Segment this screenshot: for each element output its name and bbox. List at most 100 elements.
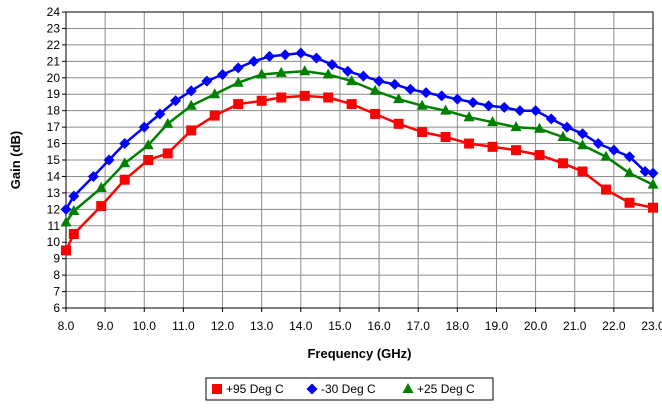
data-point-diamond bbox=[326, 59, 338, 71]
data-point-square bbox=[624, 197, 635, 208]
x-tick-label: 16.0 bbox=[367, 319, 391, 333]
legend-marker-square bbox=[212, 384, 222, 394]
data-point-diamond bbox=[119, 138, 131, 150]
data-point-diamond bbox=[577, 128, 589, 140]
y-tick-label: 7 bbox=[53, 285, 60, 299]
series-25-deg-c bbox=[60, 65, 659, 227]
data-point-diamond bbox=[404, 83, 416, 95]
data-point-triangle bbox=[416, 99, 428, 110]
data-point-square bbox=[417, 127, 428, 138]
y-tick-label: 22 bbox=[47, 38, 61, 52]
data-point-square bbox=[96, 201, 107, 212]
y-tick-label: 23 bbox=[47, 21, 61, 35]
data-point-diamond bbox=[201, 75, 213, 87]
data-point-diamond bbox=[68, 190, 80, 202]
y-tick-label: 15 bbox=[47, 153, 61, 167]
data-point-triangle bbox=[393, 93, 405, 104]
data-point-diamond bbox=[87, 170, 99, 182]
data-point-triangle bbox=[624, 167, 636, 178]
data-point-diamond bbox=[357, 70, 369, 82]
x-tick-label: 10.0 bbox=[133, 319, 157, 333]
data-point-triangle bbox=[95, 181, 107, 192]
data-point-triangle bbox=[534, 122, 546, 133]
data-point-triangle bbox=[487, 116, 499, 127]
data-point-diamond bbox=[436, 90, 448, 102]
x-tick-label: 15.0 bbox=[328, 319, 352, 333]
x-axis-ticks: 8.0 9.0 10.0 11.0 12.0 13.0 14.0 15.0 16.0 17.0 18… bbox=[58, 308, 662, 333]
x-tick-label: 13.0 bbox=[250, 319, 274, 333]
data-point-triangle bbox=[209, 88, 221, 99]
data-point-diamond bbox=[608, 144, 620, 156]
data-point-diamond bbox=[639, 166, 651, 178]
data-point-diamond bbox=[389, 78, 401, 90]
y-tick-label: 12 bbox=[47, 202, 61, 216]
data-point-diamond bbox=[514, 105, 526, 117]
data-point-square bbox=[534, 150, 545, 161]
legend-marker-triangle bbox=[402, 383, 414, 393]
y-tick-label: 6 bbox=[53, 301, 60, 315]
data-point-diamond bbox=[232, 62, 244, 74]
data-point-diamond bbox=[295, 47, 307, 59]
data-point-square bbox=[487, 141, 498, 152]
data-point-square bbox=[256, 95, 267, 106]
data-point-square bbox=[119, 174, 130, 185]
data-point-diamond bbox=[217, 68, 229, 80]
series-95-deg-c bbox=[61, 90, 658, 256]
data-point-square bbox=[209, 110, 220, 121]
data-point-triangle bbox=[162, 117, 174, 128]
data-point-triangle bbox=[299, 65, 311, 76]
data-point-triangle bbox=[440, 104, 452, 115]
data-point-triangle bbox=[647, 178, 659, 189]
y-axis-ticks: 6 7 8 9 10 11 12 13 14 15 16 17 18 19 20 21 22 23 24 bbox=[47, 5, 66, 315]
data-point-diamond bbox=[60, 203, 72, 215]
data-point-square bbox=[577, 166, 588, 177]
legend-item: -30 Deg C bbox=[306, 382, 376, 396]
x-tick-label: 18.0 bbox=[446, 319, 470, 333]
data-point-square bbox=[464, 138, 475, 149]
x-tick-label: 17.0 bbox=[407, 319, 431, 333]
data-point-square bbox=[557, 158, 568, 169]
x-tick-label: 23.0 bbox=[641, 319, 662, 333]
legend-item: +95 Deg C bbox=[212, 382, 284, 396]
data-point-diamond bbox=[592, 138, 604, 150]
y-tick-label: 24 bbox=[47, 5, 61, 19]
data-point-triangle bbox=[68, 204, 80, 215]
data-point-diamond bbox=[561, 121, 573, 133]
x-tick-label: 8.0 bbox=[58, 319, 75, 333]
y-tick-label: 13 bbox=[47, 186, 61, 200]
y-tick-label: 20 bbox=[47, 71, 61, 85]
data-point-diamond bbox=[373, 75, 385, 87]
x-tick-label: 21.0 bbox=[563, 319, 587, 333]
data-point-diamond bbox=[185, 85, 197, 97]
x-tick-label: 12.0 bbox=[211, 319, 235, 333]
y-tick-label: 14 bbox=[47, 169, 61, 183]
data-point-triangle bbox=[369, 84, 381, 95]
legend: +95 Deg C -30 Deg C +25 Deg C bbox=[205, 377, 494, 401]
data-point-square bbox=[186, 125, 197, 136]
data-point-triangle bbox=[185, 99, 197, 110]
y-tick-label: 18 bbox=[47, 104, 61, 118]
data-point-square bbox=[276, 92, 287, 103]
data-point-diamond bbox=[647, 167, 659, 179]
y-tick-label: 21 bbox=[47, 54, 61, 68]
legend-marker-diamond bbox=[306, 383, 318, 395]
y-tick-label: 8 bbox=[53, 268, 60, 282]
data-point-triangle bbox=[256, 68, 268, 79]
data-point-diamond bbox=[545, 113, 557, 125]
data-point-diamond bbox=[451, 93, 463, 105]
data-point-square bbox=[370, 108, 381, 119]
y-tick-label: 19 bbox=[47, 87, 61, 101]
legend-label: +95 Deg C bbox=[226, 382, 284, 396]
data-point-square bbox=[299, 90, 310, 101]
data-point-triangle bbox=[60, 216, 72, 227]
x-tick-label: 19.0 bbox=[485, 319, 509, 333]
data-point-square bbox=[511, 145, 522, 156]
data-point-square bbox=[233, 99, 244, 110]
data-point-triangle bbox=[232, 76, 244, 87]
data-point-triangle bbox=[463, 111, 475, 122]
data-point-diamond bbox=[279, 49, 291, 61]
data-point-triangle bbox=[577, 139, 589, 150]
data-point-diamond bbox=[138, 121, 150, 133]
data-point-triangle bbox=[510, 121, 522, 132]
